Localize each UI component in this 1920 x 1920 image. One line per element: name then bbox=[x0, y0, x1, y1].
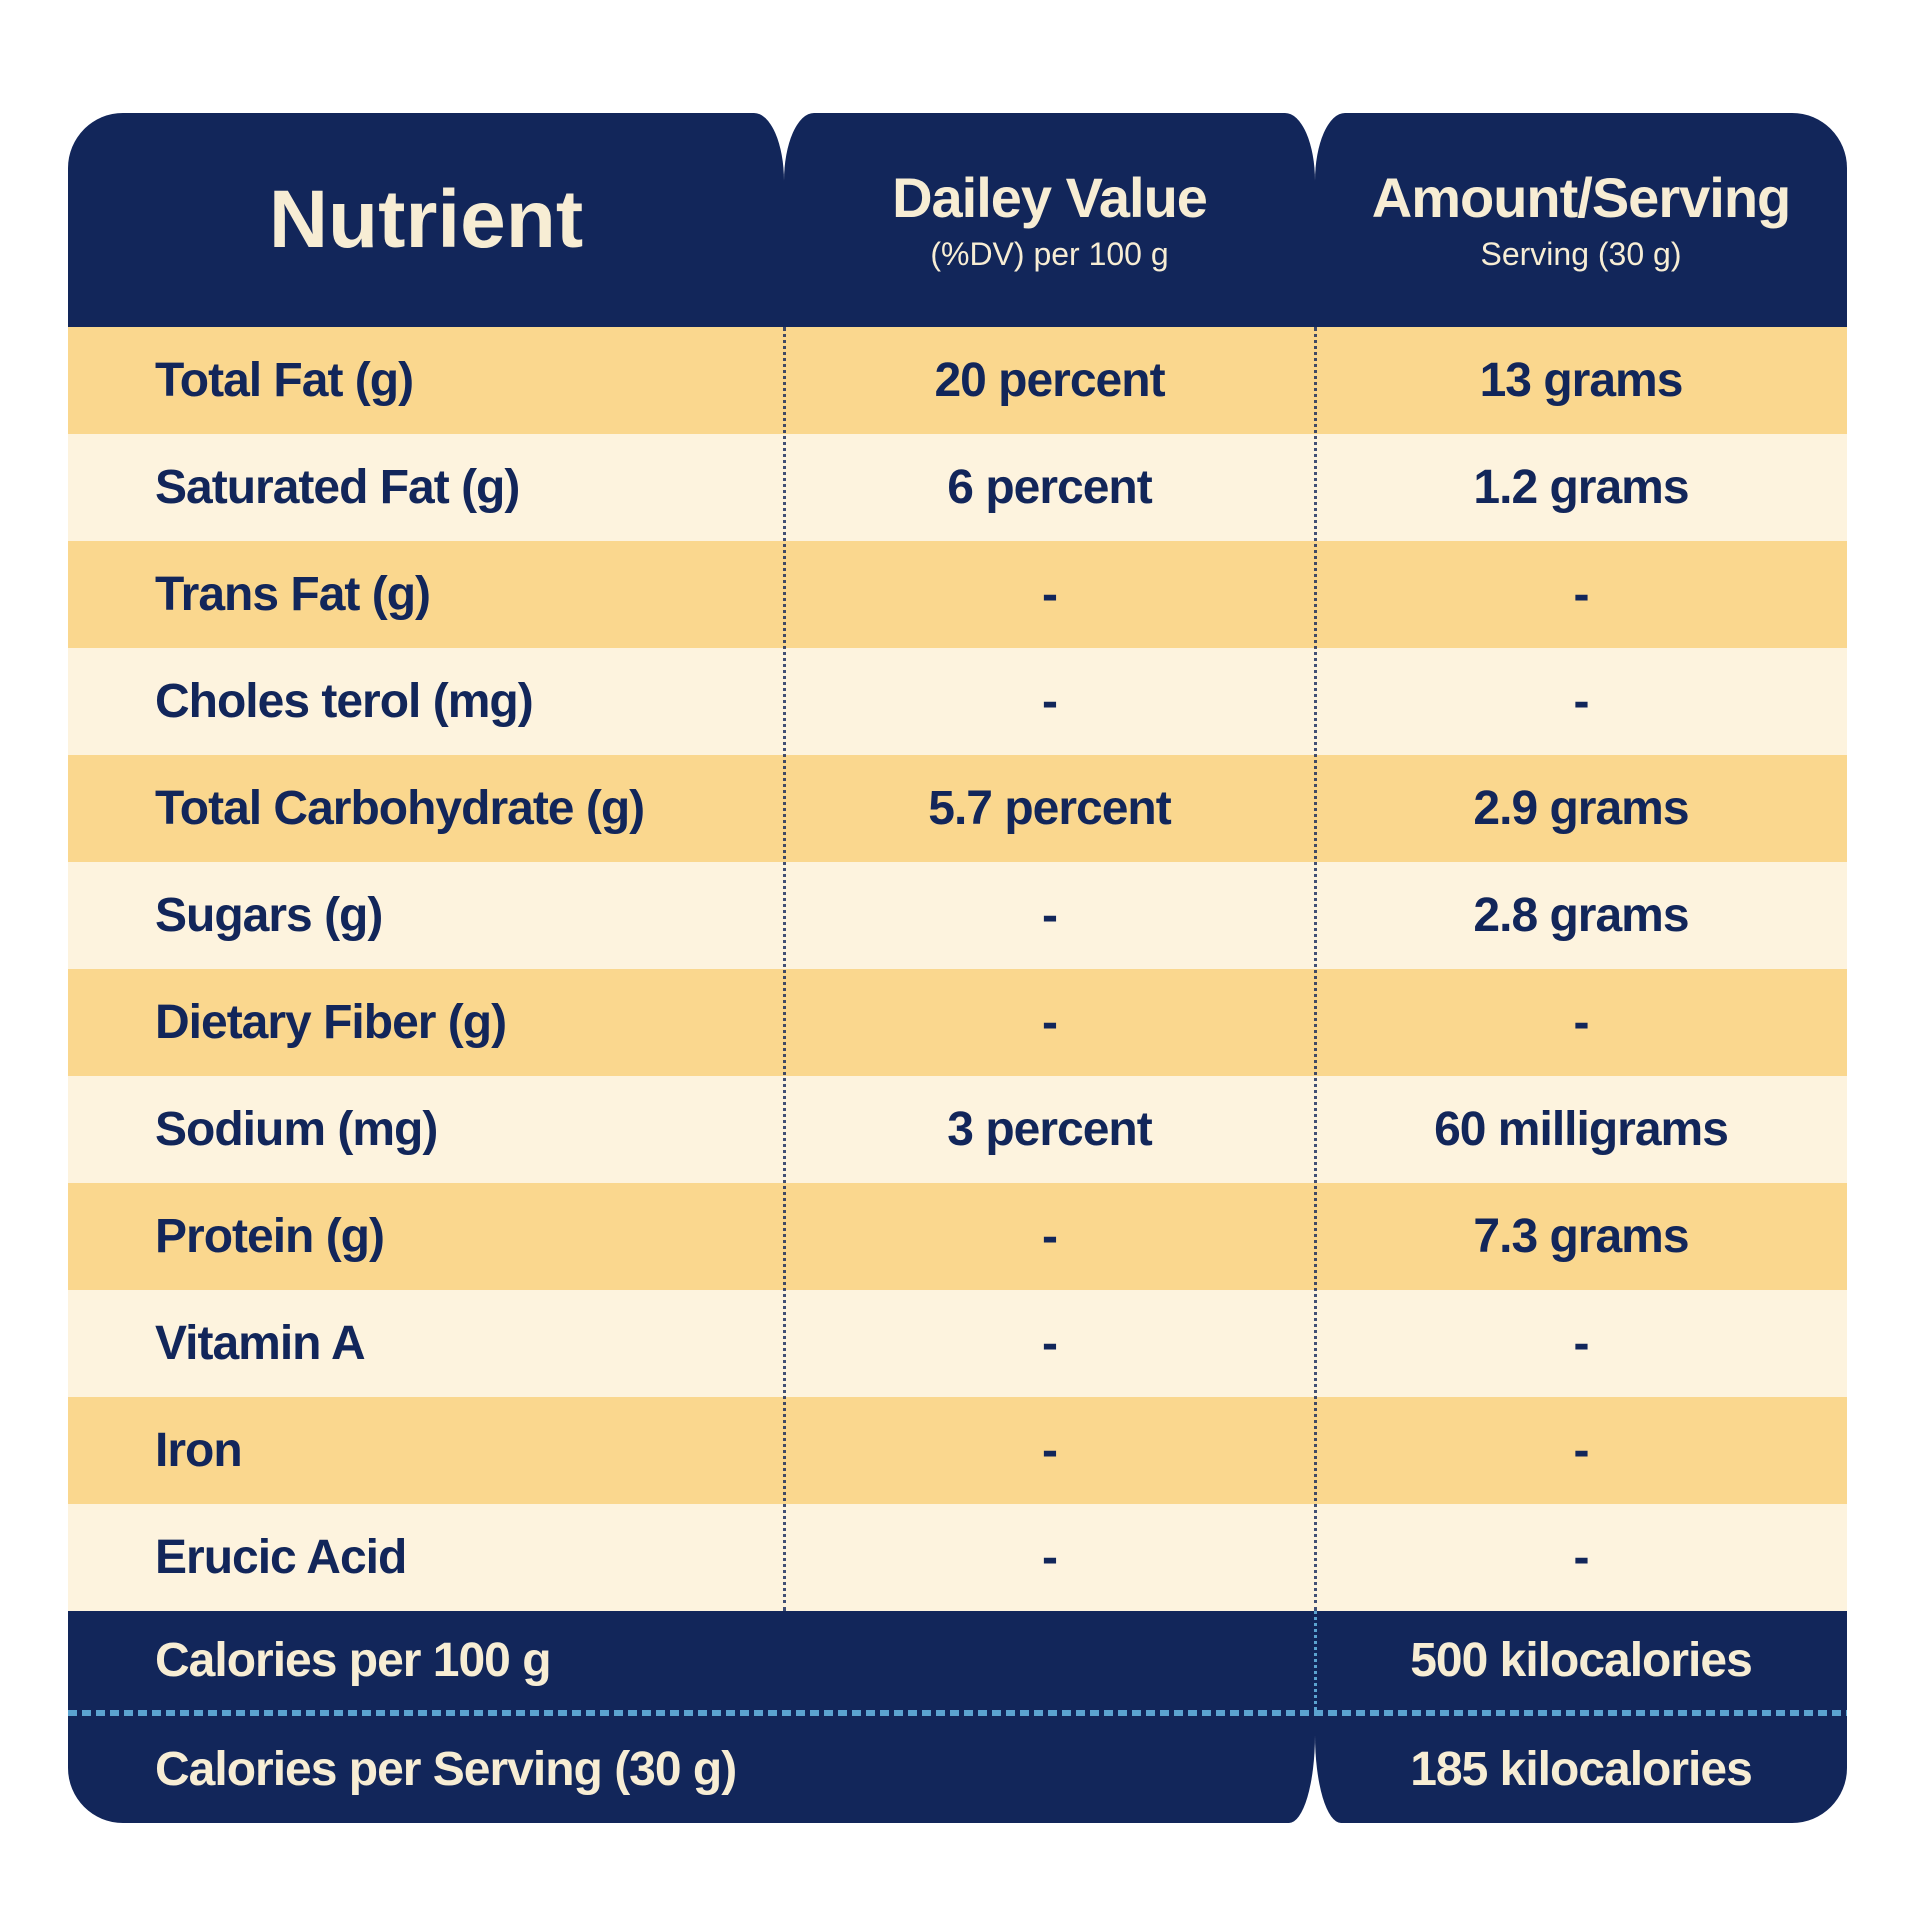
amount-per-serving-cell: - bbox=[1573, 996, 1590, 1049]
nutrient-cell: Vitamin A bbox=[155, 1317, 366, 1370]
daily-value-cell: 5.7 percent bbox=[928, 782, 1171, 835]
amount-per-serving-cell: 2.8 grams bbox=[1473, 889, 1689, 942]
footer-value-calories-per-100g: 500 kilocalories bbox=[1410, 1634, 1753, 1687]
column-divider-2 bbox=[1314, 327, 1317, 1611]
daily-value-cell: - bbox=[1042, 1210, 1058, 1263]
daily-value-cell: 6 percent bbox=[947, 461, 1152, 514]
table-row: Sugars (g) - 2.8 grams bbox=[68, 862, 1847, 969]
nutrient-cell: Total Carbohydrate (g) bbox=[155, 782, 645, 835]
nutrient-cell: Trans Fat (g) bbox=[155, 568, 431, 621]
table-row: Total Fat (g) 20 percent 13 grams bbox=[68, 327, 1847, 434]
daily-value-cell: - bbox=[1042, 996, 1058, 1049]
daily-value-cell: - bbox=[1042, 568, 1058, 621]
nutrient-cell: Saturated Fat (g) bbox=[155, 461, 520, 514]
header-title-nutrient: Nutrient bbox=[268, 173, 584, 265]
amount-per-serving-cell: 7.3 grams bbox=[1473, 1210, 1689, 1263]
amount-per-serving-cell: 2.9 grams bbox=[1473, 782, 1689, 835]
daily-value-cell: - bbox=[1042, 889, 1058, 942]
amount-per-serving-cell: 1.2 grams bbox=[1473, 461, 1689, 514]
nutrient-cell: Erucic Acid bbox=[155, 1531, 407, 1584]
footer-value-calories-per-serving: 185 kilocalories bbox=[1315, 1716, 1847, 1823]
table-body: Total Fat (g) 20 percent 13 grams Saturated… bbox=[68, 327, 1847, 1611]
amount-per-serving-cell: 60 milligrams bbox=[1434, 1103, 1729, 1156]
column-divider-1 bbox=[783, 327, 786, 1611]
footer-separator-line bbox=[68, 1710, 1847, 1716]
header-card-nutrient: Nutrient bbox=[68, 113, 784, 327]
table-row: Total Carbohydrate (g) 5.7 percent 2.9 gra… bbox=[68, 755, 1847, 862]
footer-label-calories-per-100g: Calories per 100 g bbox=[155, 1634, 552, 1687]
nutrient-cell: Iron bbox=[155, 1424, 243, 1477]
amount-per-serving-cell: - bbox=[1573, 675, 1590, 728]
daily-value-cell: - bbox=[1042, 675, 1058, 728]
nutrient-cell: Sodium (mg) bbox=[155, 1103, 438, 1156]
table-row: Dietary Fiber (g) - - bbox=[68, 969, 1847, 1076]
nutrient-cell: Dietary Fiber (g) bbox=[155, 996, 507, 1049]
header-subtitle-daily-value: (%DV) per 100 g bbox=[930, 236, 1169, 273]
amount-per-serving-cell: - bbox=[1573, 568, 1590, 621]
daily-value-cell: - bbox=[1042, 1424, 1058, 1477]
header-card-daily-value: Dailey Value (%DV) per 100 g bbox=[784, 113, 1315, 327]
daily-value-cell: - bbox=[1042, 1531, 1058, 1584]
header-card-amount-serving: Amount/Serving Serving (30 g) bbox=[1315, 113, 1847, 327]
footer-label-calories-per-serving: Calories per Serving (30 g) bbox=[68, 1716, 1315, 1823]
header-title-daily-value: Dailey Value bbox=[892, 165, 1208, 229]
header-title-amount-serving: Amount/Serving bbox=[1371, 165, 1791, 229]
table-row: Vitamin A - - bbox=[68, 1290, 1847, 1397]
amount-per-serving-cell: - bbox=[1573, 1424, 1590, 1477]
table-row: Choles terol (mg) - - bbox=[68, 648, 1847, 755]
footer-row-calories-per-100g: Calories per 100 g 500 kilocalories bbox=[68, 1611, 1847, 1710]
footer-column-divider bbox=[1314, 1611, 1317, 1710]
nutrient-cell: Total Fat (g) bbox=[155, 354, 414, 407]
daily-value-cell: 20 percent bbox=[934, 354, 1165, 407]
table-row: Protein (g) - 7.3 grams bbox=[68, 1183, 1847, 1290]
footer-label-text: Calories per Serving (30 g) bbox=[155, 1743, 737, 1796]
amount-per-serving-cell: 13 grams bbox=[1479, 354, 1684, 407]
table-row: Sodium (mg) 3 percent 60 milligrams bbox=[68, 1076, 1847, 1183]
nutrient-cell: Protein (g) bbox=[155, 1210, 385, 1263]
nutrition-facts-table: Nutrient Dailey Value (%DV) per 100 g Am… bbox=[68, 113, 1847, 1823]
table-row: Trans Fat (g) - - bbox=[68, 541, 1847, 648]
daily-value-cell: 3 percent bbox=[947, 1103, 1152, 1156]
amount-per-serving-cell: - bbox=[1573, 1531, 1590, 1584]
footer-row-calories-per-serving: Calories per Serving (30 g) 185 kilocalo… bbox=[68, 1716, 1847, 1823]
table-header: Nutrient Dailey Value (%DV) per 100 g Am… bbox=[68, 113, 1847, 327]
table-row: Saturated Fat (g) 6 percent 1.2 grams bbox=[68, 434, 1847, 541]
nutrient-cell: Sugars (g) bbox=[155, 889, 383, 942]
footer-value-text: 185 kilocalories bbox=[1410, 1743, 1753, 1796]
table-row: Iron - - bbox=[68, 1397, 1847, 1504]
nutrient-cell: Choles terol (mg) bbox=[155, 675, 534, 728]
header-subtitle-amount-serving: Serving (30 g) bbox=[1480, 236, 1682, 273]
table-row: Erucic Acid - - bbox=[68, 1504, 1847, 1611]
amount-per-serving-cell: - bbox=[1573, 1317, 1590, 1370]
daily-value-cell: - bbox=[1042, 1317, 1058, 1370]
